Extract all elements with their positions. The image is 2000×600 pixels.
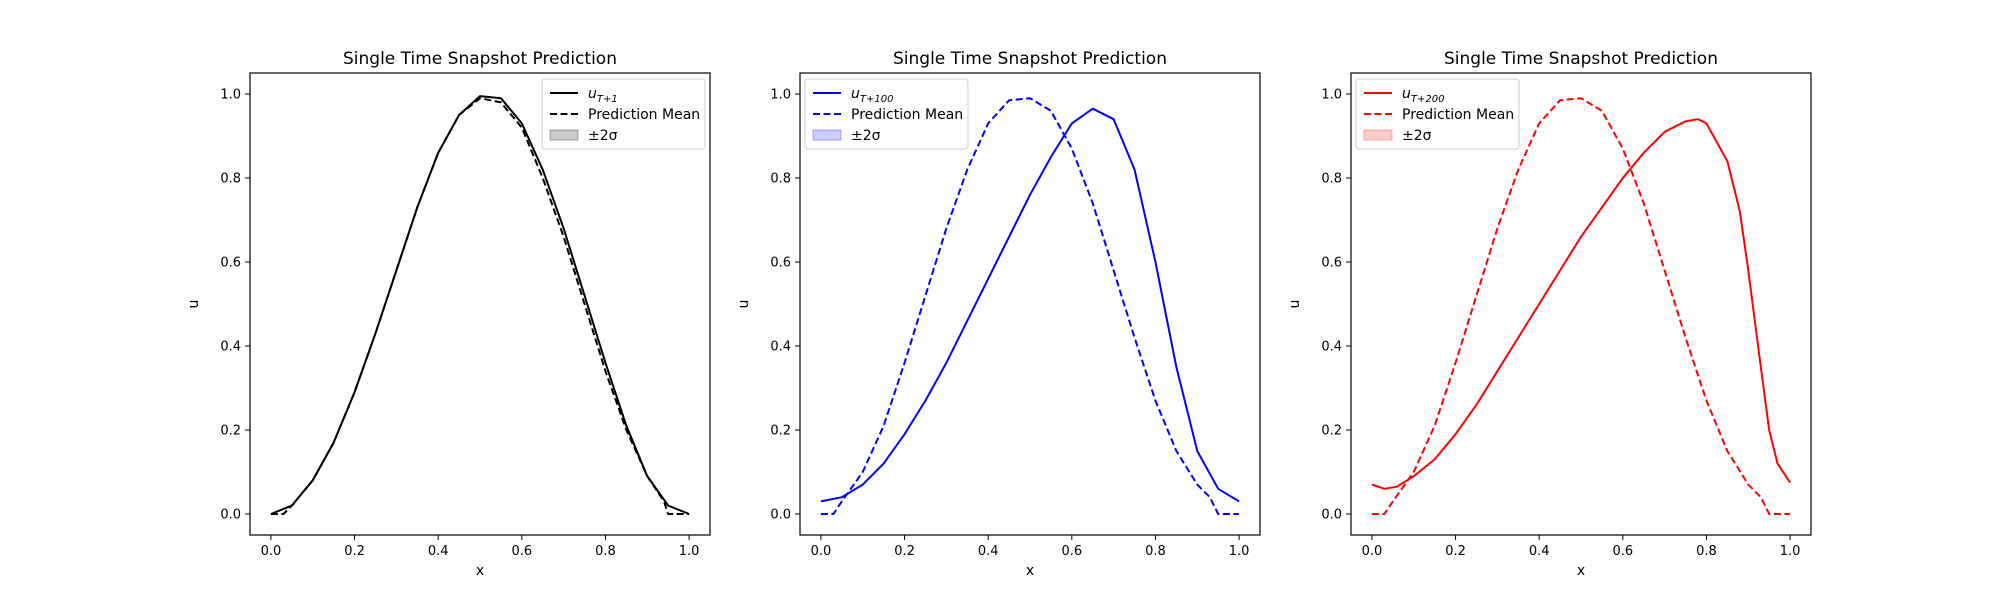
x-tick-label: 0.6	[1061, 544, 1082, 559]
x-tick-label: 0.2	[894, 544, 915, 559]
x-tick-label: 0.0	[1362, 544, 1383, 559]
y-tick-label: 0.6	[770, 256, 791, 271]
axes-frame	[1350, 72, 1812, 536]
y-axis-label: u	[1287, 300, 1303, 309]
subplot-3: Single Time Snapshot Prediction 0.0 0.2 0.4…	[1287, 49, 1812, 579]
legend-entry-label: uT+1	[588, 86, 618, 105]
axes-frame	[799, 72, 1261, 536]
x-tick-label: 0.6	[1612, 544, 1633, 559]
subplot-1: Single Time Snapshot Prediction 0.0 0.2 0.4…	[186, 49, 711, 579]
axes-frame	[249, 72, 711, 536]
x-tick-label: 0.4	[428, 544, 449, 559]
legend: uT+100 Prediction Mean ±2σ	[804, 78, 969, 150]
legend: uT+1 Prediction Mean ±2σ	[541, 78, 706, 150]
prediction-mean-line	[820, 97, 1240, 515]
true-solution-line	[270, 95, 690, 515]
y-tick-label: 1.0	[220, 88, 241, 103]
legend-entry-label: Prediction Mean	[1402, 107, 1514, 123]
y-tick-label: 0.4	[770, 340, 791, 355]
legend-box	[1355, 78, 1520, 150]
y-tick-label: 0.4	[220, 340, 241, 355]
x-tick-label: 0.8	[1145, 544, 1166, 559]
y-tick-label: 1.0	[770, 88, 791, 103]
x-tick-label: 0.6	[511, 544, 532, 559]
legend-band-swatch	[812, 129, 842, 141]
x-tick-label: 0.4	[1529, 544, 1550, 559]
legend-entry-label: uT+200	[1402, 86, 1444, 105]
chart-title: Single Time Snapshot Prediction	[893, 49, 1167, 69]
x-tick-label: 0.8	[595, 544, 616, 559]
legend-box	[541, 78, 706, 150]
y-tick-label: 0.2	[770, 424, 791, 439]
x-tick-label: 1.0	[1780, 544, 1801, 559]
y-tick-label: 0.0	[1321, 508, 1342, 523]
legend-entry-label: ±2σ	[1402, 128, 1432, 144]
y-tick-label: 0.0	[770, 508, 791, 523]
y-tick-label: 0.6	[1321, 256, 1342, 271]
true-solution-line	[820, 107, 1240, 503]
prediction-mean-line	[270, 97, 690, 515]
legend-band-swatch	[549, 129, 579, 141]
x-tick-label: 0.2	[344, 544, 365, 559]
y-tick-label: 0.0	[220, 508, 241, 523]
x-tick-label: 1.0	[1229, 544, 1250, 559]
x-axis-label: x	[476, 563, 484, 579]
x-tick-label: 0.0	[811, 544, 832, 559]
legend-entry-label: ±2σ	[588, 128, 618, 144]
legend-band-swatch	[1363, 129, 1393, 141]
legend-entry-label: ±2σ	[851, 128, 881, 144]
y-tick-label: 0.8	[1321, 172, 1342, 187]
true-solution-line	[1371, 118, 1791, 490]
x-tick-label: 0.4	[978, 544, 999, 559]
y-tick-label: 0.4	[1321, 340, 1342, 355]
x-tick-label: 1.0	[679, 544, 700, 559]
legend-entry-label: Prediction Mean	[851, 107, 963, 123]
x-tick-label: 0.2	[1445, 544, 1466, 559]
legend-entry-label: Prediction Mean	[588, 107, 700, 123]
y-tick-label: 0.2	[1321, 424, 1342, 439]
y-tick-label: 0.8	[770, 172, 791, 187]
y-axis-label: u	[736, 300, 752, 309]
y-tick-label: 0.2	[220, 424, 241, 439]
x-tick-label: 0.0	[261, 544, 282, 559]
subplot-2: Single Time Snapshot Prediction 0.0 0.2 0.4…	[736, 49, 1261, 579]
y-tick-label: 1.0	[1321, 88, 1342, 103]
x-axis-label: x	[1577, 563, 1585, 579]
y-axis-label: u	[186, 300, 202, 309]
legend: uT+200 Prediction Mean ±2σ	[1355, 78, 1520, 150]
x-tick-label: 0.8	[1696, 544, 1717, 559]
legend-box	[804, 78, 969, 150]
chart-title: Single Time Snapshot Prediction	[1444, 49, 1718, 69]
y-tick-label: 0.8	[220, 172, 241, 187]
x-axis-label: x	[1026, 563, 1034, 579]
prediction-mean-line	[1371, 97, 1791, 515]
chart-title: Single Time Snapshot Prediction	[343, 49, 617, 69]
y-tick-label: 0.6	[220, 256, 241, 271]
legend-entry-label: uT+100	[851, 86, 893, 105]
